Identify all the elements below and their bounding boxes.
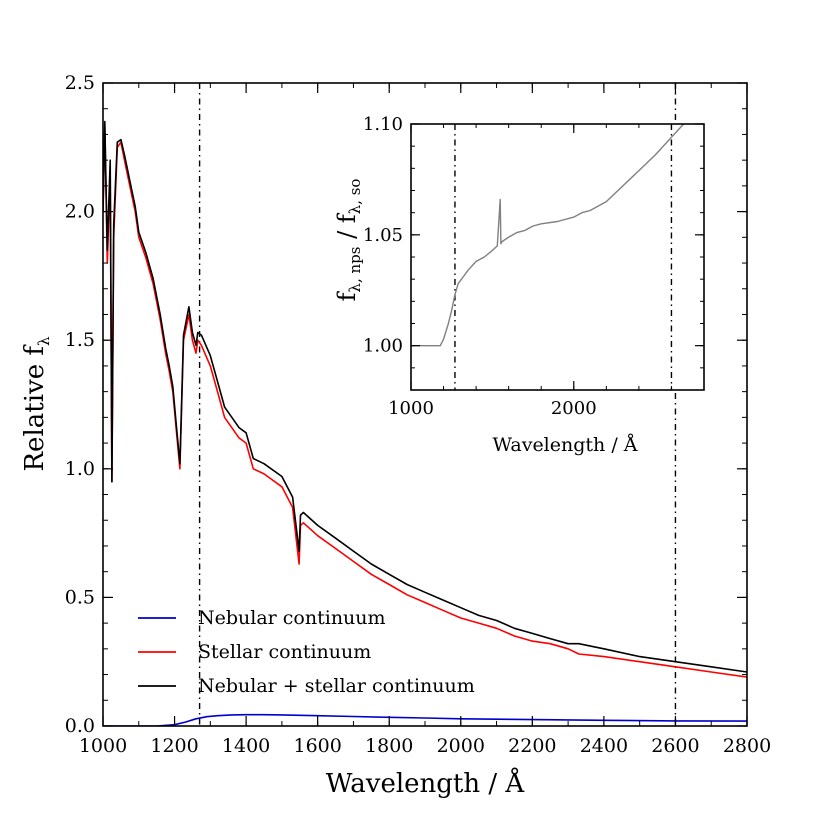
inset-plot-frame (410, 123, 705, 391)
main-series-line-0 (103, 713, 747, 726)
legend-label-nebular: Nebular continuum (198, 607, 386, 629)
inset-y-tick-labels: 1.00 1.05 1.10 (363, 114, 403, 357)
main-ytick-label-1: 0.5 (65, 586, 95, 608)
inset-y-num-sub: λ, nps (346, 247, 364, 293)
main-series-line-1 (103, 125, 747, 678)
inset-y-den-sub: λ, so (346, 179, 364, 215)
main-plot-frame (102, 82, 748, 727)
main-xtick-label-2: 1400 (222, 735, 270, 757)
main-xtick-label-0: 1000 (79, 735, 127, 757)
legend-label-stellar: Stellar continuum (198, 641, 371, 663)
main-xtick-label-3: 1600 (293, 735, 341, 757)
main-y-axis-title-sub: λ (35, 336, 53, 346)
main-vlines (198, 83, 677, 726)
main-x-axis-title: Wavelength / Å (326, 767, 526, 799)
inset-series-line-0 (411, 124, 685, 347)
main-series-line-2 (103, 120, 747, 673)
inset-plot: 1000 2000 1.001.051.10 Wavelength / Å fλ,… (333, 114, 705, 456)
inset-vlines (454, 124, 673, 390)
legend-label-combined: Nebular + stellar continuum (198, 675, 475, 697)
inset-series-group (411, 124, 685, 347)
inset-ytick-label-1: 1.05 (363, 225, 403, 246)
legend: Nebular continuum Stellar continuum Nebu… (138, 607, 475, 697)
inset-y-axis-title: fλ, nps / fλ, so (333, 179, 364, 302)
inset-y-den: f (333, 212, 361, 223)
main-xtick-label-4: 1800 (365, 735, 413, 757)
main-y-axis-title: Relative fλ (20, 336, 53, 472)
inset-xtick-label-1: 2000 (551, 398, 597, 419)
main-xtick-label-8: 2600 (651, 735, 699, 757)
main-y-tick-labels: 0.0 0.5 1.0 1.5 2.0 2.5 (65, 72, 95, 737)
inset-y-num: f (333, 290, 361, 301)
inset-x-tick-labels: 1000 2000 (388, 398, 597, 419)
main-ticks (102, 82, 748, 727)
main-y-axis-title-main: Relative f (20, 344, 50, 472)
main-xtick-label-7: 2400 (580, 735, 628, 757)
main-xtick-label-1: 1200 (150, 735, 198, 757)
main-ytick-label-3: 1.5 (65, 329, 95, 351)
inset-plot-background (411, 124, 704, 390)
inset-x-axis-title: Wavelength / Å (493, 434, 638, 456)
main-ytick-label-4: 2.0 (65, 201, 95, 223)
inset-y-sep: / (333, 223, 361, 246)
main-x-tick-labels: 1000 1200 1400 1600 1800 2000 2200 2400 2600 2800 (79, 735, 771, 757)
main-xtick-label-6: 2200 (508, 735, 556, 757)
main-xtick-label-5: 2000 (437, 735, 485, 757)
main-ytick-label-0: 0.0 (65, 715, 95, 737)
main-xtick-label-9: 2800 (723, 735, 771, 757)
inset-ytick-label-2: 1.10 (363, 114, 403, 135)
inset-xtick-label-0: 1000 (388, 398, 434, 419)
main-ytick-label-5: 2.5 (65, 72, 95, 94)
main-series-group (103, 120, 747, 726)
inset-ytick-label-0: 1.00 (363, 336, 403, 357)
main-ytick-label-2: 1.0 (65, 458, 95, 480)
